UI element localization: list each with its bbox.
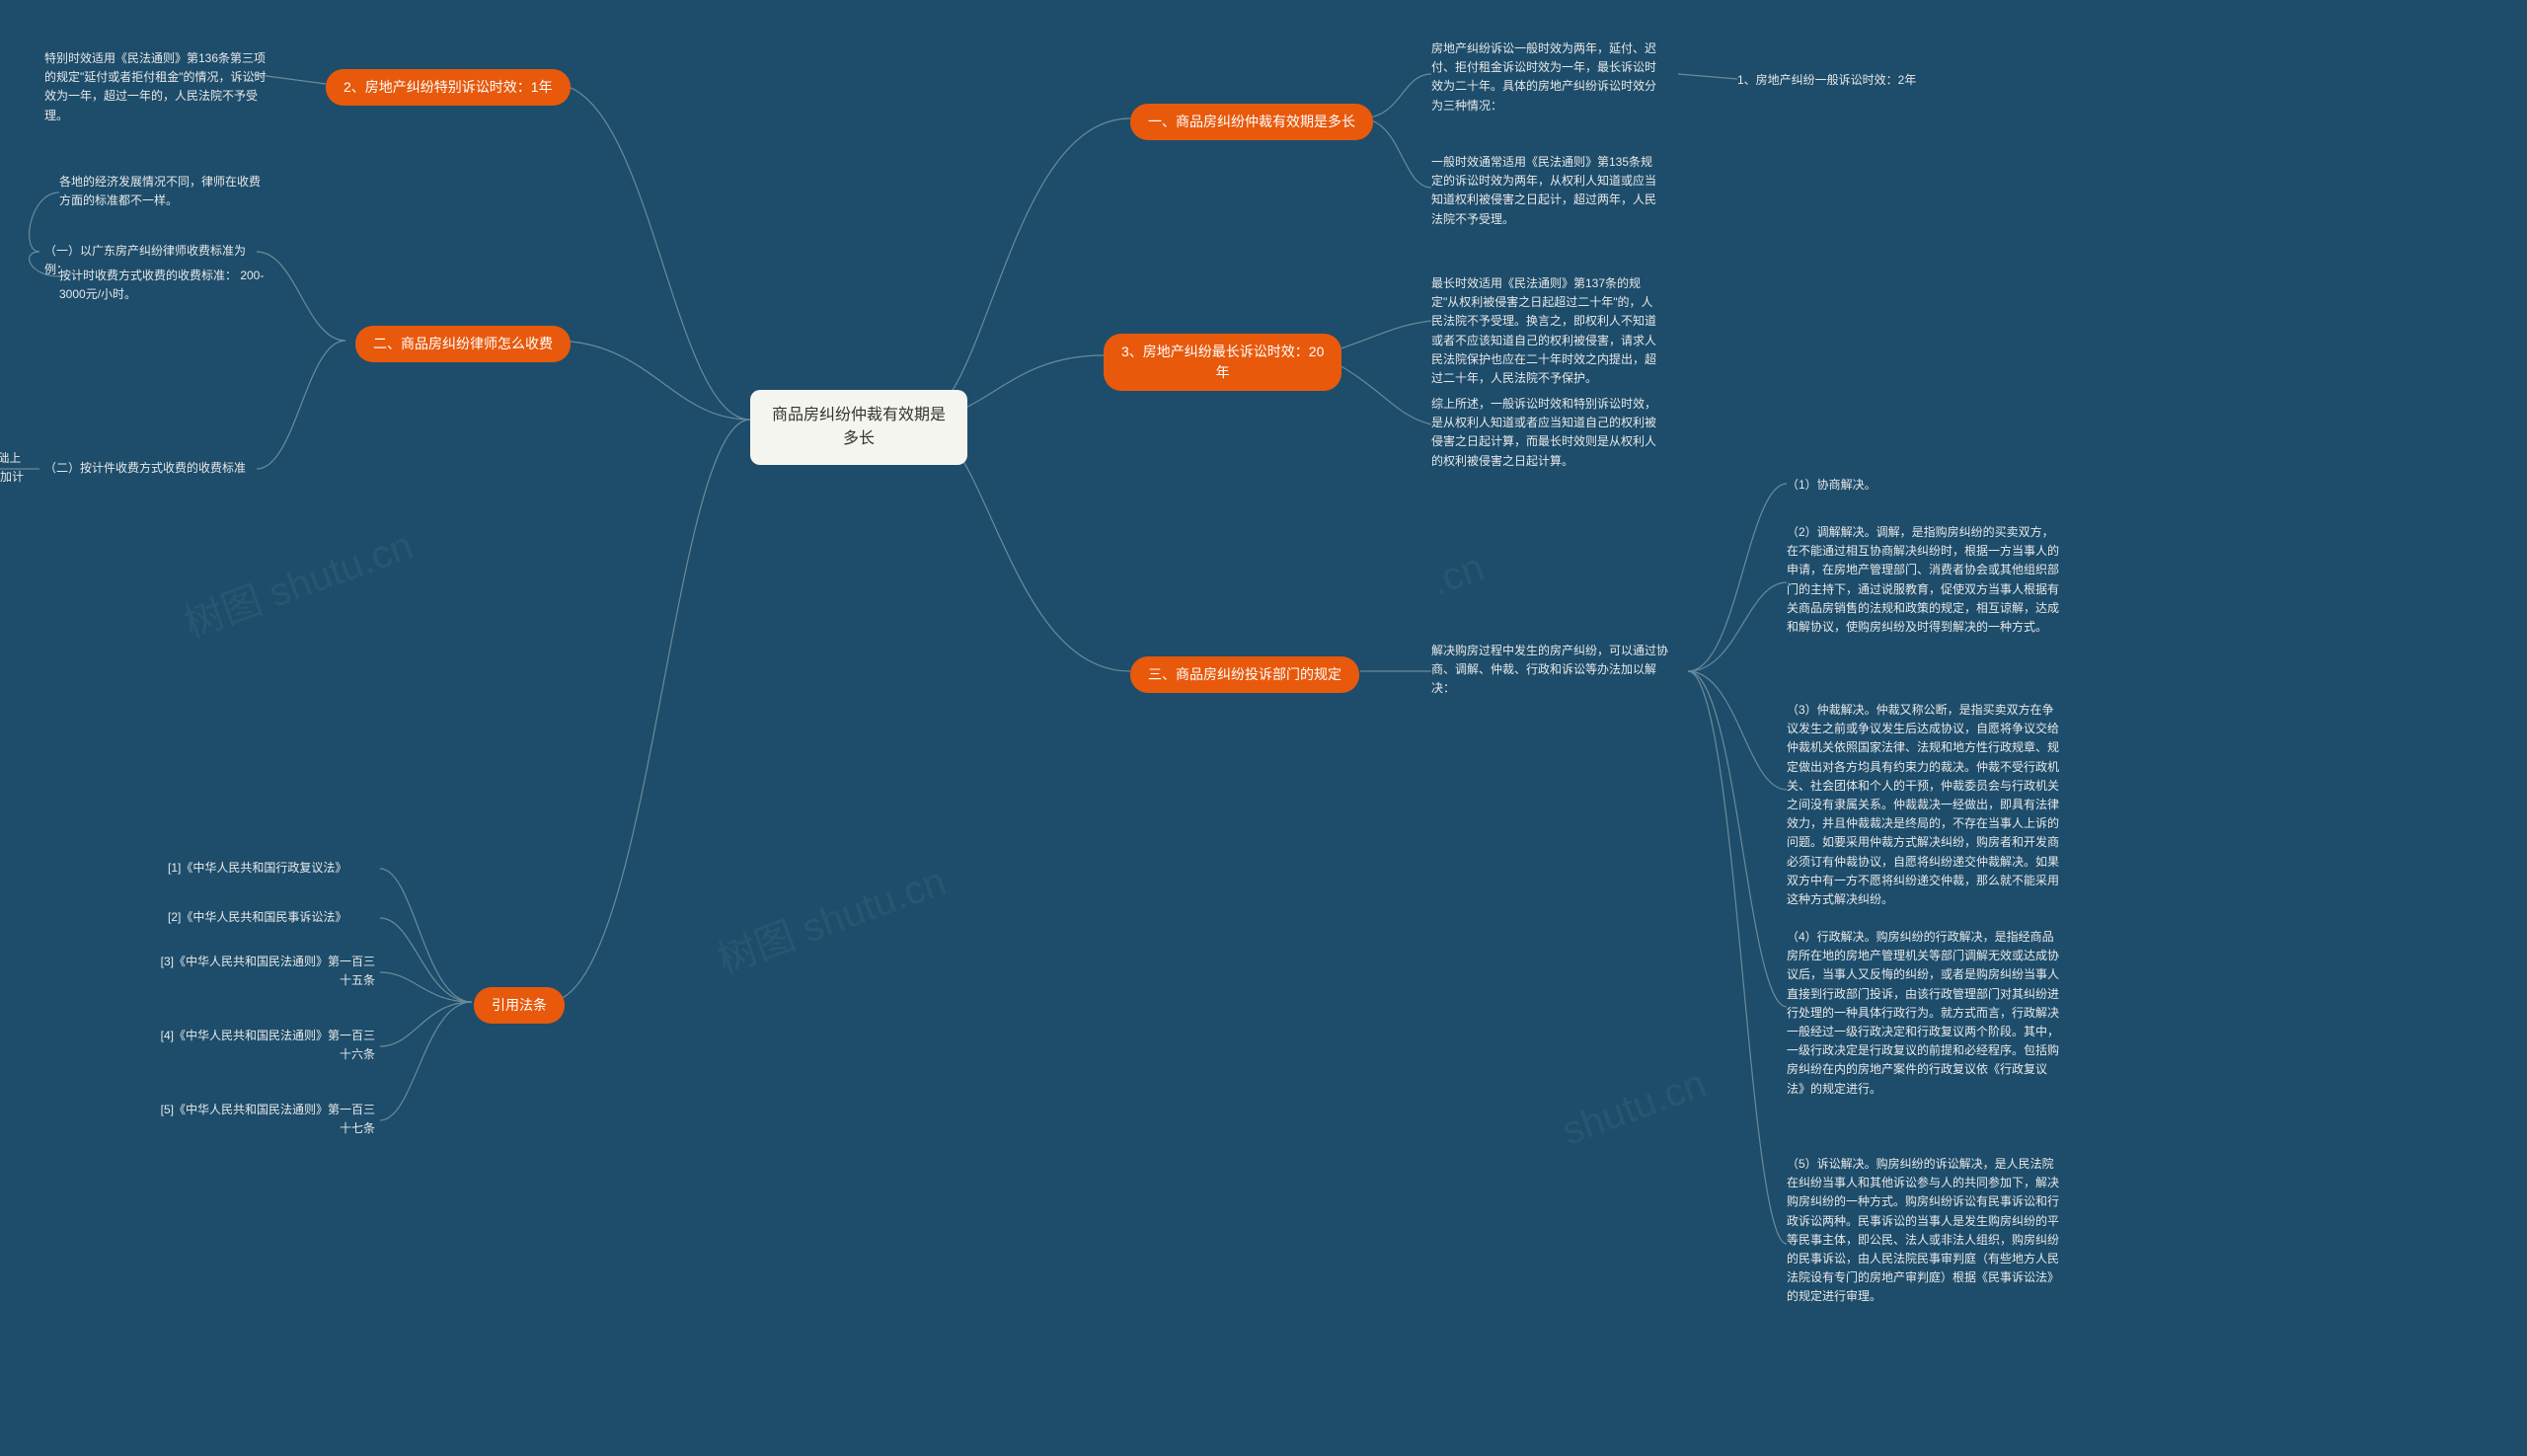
ref-2: [3]《中华人民共和国民法通则》第一百三十五条 bbox=[153, 953, 375, 990]
watermark: .cn bbox=[1425, 545, 1491, 605]
branch-special-limitation: 2、房地产纠纷特别诉讼时效：1年 bbox=[326, 69, 571, 106]
branch-references: 引用法条 bbox=[474, 987, 565, 1024]
branch-lawyer-fee: 二、商品房纠纷律师怎么收费 bbox=[355, 326, 571, 362]
ref-3: [4]《中华人民共和国民法通则》第一百三十六条 bbox=[153, 1027, 375, 1064]
leaf-method-2: （2）调解解决。调解，是指购房纠纷的买卖双方，在不能通过相互协商解决纠纷时，根据… bbox=[1787, 523, 2063, 637]
leaf-sub1-1: 各地的经济发展情况不同，律师在收费方面的标准都不一样。 bbox=[59, 173, 267, 210]
leaf-b1-1-right: 1、房地产纠纷一般诉讼时效：2年 bbox=[1737, 71, 1916, 90]
sub-per-case: （二）按计件收费方式收费的收费标准 bbox=[44, 459, 246, 478]
ref-1: [2]《中华人民共和国民事诉讼法》 bbox=[168, 908, 346, 927]
watermark: 树图 shutu.cn bbox=[708, 849, 953, 984]
branch-arbitration-period: 一、商品房纠纷仲裁有效期是多长 bbox=[1130, 104, 1373, 140]
leaf-b1-1: 房地产纠纷诉讼一般时效为两年，延付、迟付、拒付租金诉讼时效为一年，最长诉讼时效为… bbox=[1431, 39, 1658, 115]
watermark: 树图 shutu.cn bbox=[175, 513, 420, 649]
watermark: shutu.cn bbox=[1557, 1061, 1712, 1154]
leaf-b3-main: 解决购房过程中发生的房产纠纷，可以通过协商、调解、仲裁、行政和诉讼等办法加以解决… bbox=[1431, 642, 1678, 699]
leaf-b2-2: 综上所述，一般诉讼时效和特别诉讼时效，是从权利人知道或者应当知道自己的权利被侵害… bbox=[1431, 395, 1658, 471]
leaf-b1-2: 一般时效通常适用《民法通则》第135条规定的诉讼时效为两年，从权利人知道或应当知… bbox=[1431, 153, 1658, 229]
leaf-b2-1: 最长时效适用《民法通则》第137条的规定"从权利被侵害之日起超过二十年"的，人民… bbox=[1431, 274, 1658, 388]
ref-4: [5]《中华人民共和国民法通则》第一百三十七条 bbox=[153, 1101, 375, 1138]
leaf-sub1-2: 按计时收费方式收费的收费标准： 200-3000元/小时。 bbox=[59, 267, 267, 304]
leaf-method-3: （3）仲裁解决。仲裁又称公断，是指买卖双方在争议发生之前或争议发生后达成协议，自… bbox=[1787, 701, 2063, 909]
leaf-method-5: （5）诉讼解决。购房纠纷的诉讼解决，是人民法院在纠纷当事人和其他诉讼参与人的共同… bbox=[1787, 1155, 2063, 1307]
center-topic: 商品房纠纷仲裁有效期是 多长 bbox=[750, 390, 967, 465]
branch-longest-limitation: 3、房地产纠纷最长诉讼时效：20 年 bbox=[1104, 334, 1341, 391]
leaf-method-1: （1）协商解决。 bbox=[1787, 476, 1876, 495]
branch-complaint-dept: 三、商品房纠纷投诉部门的规定 bbox=[1130, 656, 1359, 693]
ref-0: [1]《中华人民共和国行政复议法》 bbox=[168, 859, 346, 878]
leaf-lb1: 特别时效适用《民法通则》第136条第三项的规定"延付或者拒付租金"的情况，诉讼时… bbox=[44, 49, 271, 125]
leaf-sub2-base: 在收取基础费用1000-8000元的基础上再按其争议标的的额分段按比例累加计算收… bbox=[0, 449, 30, 506]
connectors-svg bbox=[0, 0, 2527, 1456]
leaf-method-4: （4）行政解决。购房纠纷的行政解决，是指经商品房所在地的房地产管理机关等部门调解… bbox=[1787, 928, 2063, 1099]
